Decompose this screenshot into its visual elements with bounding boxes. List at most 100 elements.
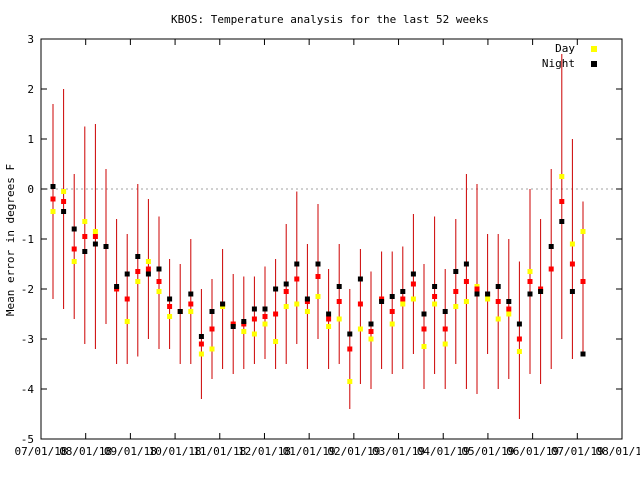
night-point [114,284,120,289]
day-point [61,189,67,194]
combined-point [495,299,501,304]
y-tick-label: -1 [21,233,34,246]
day-point [262,321,268,327]
night-point [495,284,501,289]
night-point [103,244,109,249]
night-point [304,296,310,302]
combined-point [548,266,554,272]
night-point [389,294,395,299]
combined-point [92,234,98,239]
combined-point [580,279,586,284]
legend-marker-day [591,46,597,52]
combined-point [400,296,406,302]
day-point [453,304,459,309]
night-point [145,271,151,277]
night-point [538,289,544,294]
combined-point [336,299,342,304]
day-point [357,326,363,332]
combined-point [167,304,173,309]
day-point [82,219,88,224]
night-point [357,276,363,282]
combined-point [283,289,289,294]
day-point [71,259,77,264]
x-tick-label: 08/01/18 [59,445,112,458]
day-point [304,309,310,314]
day-point [442,341,448,347]
combined-point [61,199,67,204]
day-point [167,314,173,319]
day-point [559,174,565,179]
combined-point [156,279,162,284]
combined-point [506,306,512,312]
day-point [432,301,438,307]
night-point [485,291,491,297]
night-point [50,184,56,189]
day-point [241,329,247,334]
combined-point [527,279,533,284]
night-point [241,319,247,324]
x-tick-label: 03/01/19 [372,445,425,458]
day-point [410,296,416,302]
night-point [262,306,268,312]
chart-title: KBOS: Temperature analysis for the last … [171,13,489,26]
night-point [347,331,353,337]
day-point [50,209,56,214]
combined-point [50,196,56,202]
day-point [156,289,162,294]
combined-point [198,341,204,347]
combined-point [209,326,215,332]
night-point [569,289,575,294]
day-point [400,301,406,307]
night-point [294,261,300,267]
combined-point [315,274,321,279]
x-tick-label: 05/01/19 [461,445,514,458]
day-point [463,299,469,304]
combined-point [516,336,522,342]
x-tick-label: 09/01/18 [104,445,157,458]
combined-point [389,309,395,314]
day-point [389,321,395,327]
x-tick-label: 07/01/18 [15,445,68,458]
night-point [421,311,427,317]
night-point [453,269,459,274]
combined-point [251,316,257,322]
combined-point [432,294,438,299]
night-point [548,244,554,249]
x-tick-label: 11/01/18 [193,445,246,458]
day-point [251,331,257,337]
night-point [198,334,204,339]
y-tick-label: 3 [27,33,34,46]
night-point [559,219,565,224]
day-point [135,279,141,284]
night-point [209,309,215,314]
night-point [167,296,173,302]
night-point [410,271,416,277]
night-point [251,306,257,312]
combined-point [124,296,130,302]
combined-point [262,314,268,319]
legend-marker-night [591,61,597,67]
night-point [442,309,448,314]
combined-point [273,311,279,317]
night-point [273,286,279,292]
combined-point [326,316,332,322]
combined-point [135,269,141,274]
combined-point [347,346,353,352]
day-point [294,301,300,307]
combined-point [368,329,374,334]
night-point [527,291,533,297]
combined-point [463,279,469,284]
combined-point [357,301,363,307]
day-point [527,269,533,274]
night-point [506,299,512,304]
y-tick-label: 0 [27,183,34,196]
day-point [421,344,427,349]
combined-point [442,326,448,332]
combined-point [145,266,151,272]
x-tick-label: 06/01/19 [506,445,559,458]
night-point [368,321,374,327]
night-point [230,324,236,329]
legend: Day Night [542,42,597,70]
day-point [569,241,575,247]
